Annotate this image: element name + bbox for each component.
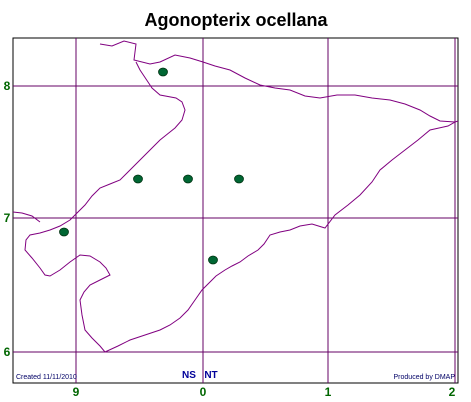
record-dot (158, 67, 168, 77)
map-frame (12, 37, 459, 384)
record-dot (183, 174, 193, 184)
map-title: Agonopterix ocellana (144, 10, 328, 30)
grid-label: 7 (4, 211, 11, 225)
grid (13, 38, 458, 383)
grid-label: 2 (449, 385, 456, 399)
coastline-path (24, 40, 457, 353)
record-dot (208, 255, 218, 265)
created-note: Created 11/11/2010 (16, 374, 77, 381)
coastline (12, 40, 459, 353)
produced-note: Produced by DMAP (394, 374, 456, 381)
coastline-path (454, 120, 459, 123)
record-dot (59, 227, 69, 237)
records (59, 67, 244, 265)
record-dot (234, 174, 244, 184)
grid-label: 6 (4, 345, 11, 359)
coastline-path (12, 211, 41, 223)
grid-label: 0 (200, 385, 207, 399)
square-label: NS (182, 370, 196, 381)
grid-label: 9 (73, 385, 80, 399)
record-dot (133, 174, 143, 184)
grid-label: 1 (325, 385, 332, 399)
grid-label: 8 (4, 79, 11, 93)
square-label: NT (204, 370, 217, 381)
